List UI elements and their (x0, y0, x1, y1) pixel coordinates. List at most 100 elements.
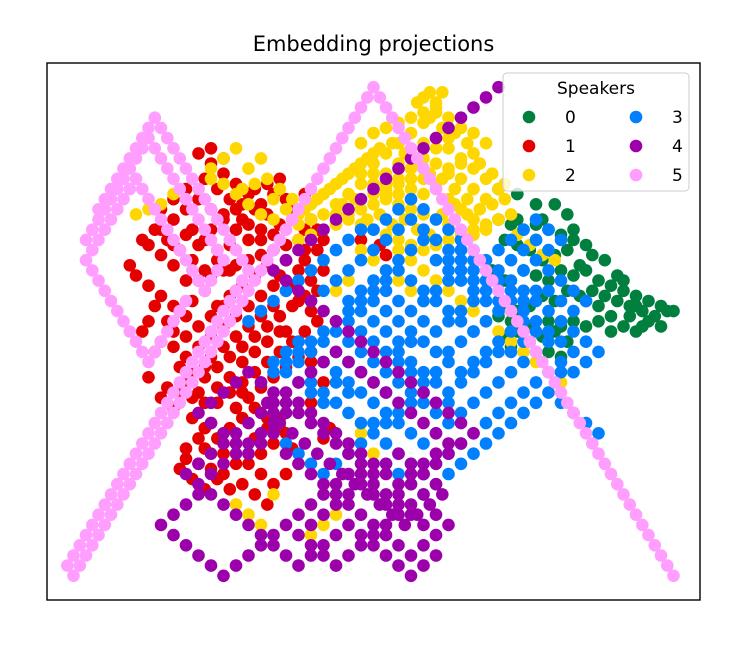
scatter-point (392, 223, 405, 236)
scatter-point (273, 182, 287, 196)
scatter-point (329, 213, 343, 226)
scatter-point (504, 416, 518, 430)
scatter-point (529, 396, 543, 410)
scatter-point (242, 162, 255, 175)
scatter-point (179, 452, 193, 466)
scatter-point (236, 477, 249, 491)
scatter-point (467, 427, 480, 440)
scatter-point (204, 162, 218, 175)
scatter-point (479, 91, 493, 104)
scatter-point (367, 345, 380, 359)
scatter-point (429, 142, 443, 155)
scatter-point (211, 243, 224, 257)
scatter-point (192, 549, 205, 562)
scatter-point (467, 126, 480, 140)
scatter-point (386, 136, 399, 150)
scatter-point (479, 218, 493, 231)
scatter-point (229, 376, 243, 389)
scatter-point (467, 294, 480, 308)
scatter-point (542, 325, 555, 338)
scatter-point (629, 289, 643, 303)
scatter-point (579, 427, 593, 440)
scatter-point (292, 274, 305, 287)
scatter-point (367, 376, 380, 389)
scatter-point (429, 274, 443, 287)
scatter-point (92, 233, 105, 247)
scatter-point (117, 315, 130, 328)
scatter-point (142, 447, 155, 461)
scatter-point (529, 325, 543, 338)
scatter-point (92, 213, 105, 226)
scatter-point (542, 386, 555, 399)
scatter-point (392, 335, 405, 349)
scatter-point (254, 223, 268, 236)
scatter-point (467, 304, 480, 318)
scatter-point (179, 253, 193, 267)
scatter-point (473, 157, 487, 170)
scatter-point (279, 203, 293, 216)
scatter-point (529, 233, 543, 247)
scatter-point (354, 177, 368, 191)
scatter-point (279, 437, 293, 450)
scatter-point (86, 518, 99, 532)
scatter-point (211, 360, 224, 374)
scatter-point (392, 559, 405, 572)
scatter-point (323, 152, 337, 165)
scatter-point (367, 539, 380, 552)
scatter-point (398, 518, 412, 532)
scatter-point (129, 467, 143, 481)
scatter-point (354, 233, 368, 247)
scatter-point (304, 294, 318, 308)
scatter-point (292, 233, 305, 247)
scatter-point (304, 365, 318, 379)
scatter-point (417, 437, 430, 450)
scatter-point (392, 121, 405, 135)
scatter-point (417, 106, 430, 119)
scatter-point (473, 203, 487, 216)
scatter-point (142, 355, 155, 369)
scatter-point (279, 396, 293, 410)
scatter-point (485, 274, 499, 287)
scatter-point (517, 294, 530, 308)
scatter-point (229, 243, 243, 257)
scatter-point (236, 386, 249, 399)
scatter-point (198, 223, 212, 236)
scatter-point (617, 320, 630, 333)
scatter-point (186, 376, 199, 389)
scatter-point (448, 182, 462, 196)
scatter-point (392, 447, 405, 461)
scatter-point (167, 213, 180, 226)
scatter-point (198, 284, 212, 298)
scatter-point (367, 243, 380, 257)
scatter-point (354, 447, 368, 461)
scatter-point (479, 437, 493, 450)
scatter-point (242, 264, 255, 277)
scatter-point (142, 192, 155, 206)
scatter-point (504, 335, 518, 349)
scatter-point (454, 253, 468, 267)
scatter-point (442, 396, 455, 410)
scatter-point (429, 131, 443, 145)
scatter-point (367, 284, 380, 298)
scatter-point (617, 488, 630, 501)
scatter-point (154, 152, 168, 165)
scatter-point (367, 427, 380, 440)
scatter-point (229, 498, 243, 511)
scatter-point (392, 253, 405, 267)
scatter-point (286, 192, 299, 206)
scatter-point (192, 457, 205, 471)
scatter-point (379, 355, 393, 369)
scatter-point (417, 488, 430, 501)
scatter-point (229, 457, 243, 471)
scatter-point (329, 315, 343, 328)
scatter-point (485, 198, 499, 211)
scatter-point (217, 569, 230, 583)
scatter-point (92, 203, 105, 216)
scatter-point (567, 304, 580, 318)
scatter-point (417, 284, 430, 298)
scatter-point (442, 518, 455, 532)
scatter-point (454, 152, 468, 165)
scatter-point (254, 539, 268, 552)
scatter-point (373, 91, 387, 104)
scatter-point (517, 345, 530, 359)
